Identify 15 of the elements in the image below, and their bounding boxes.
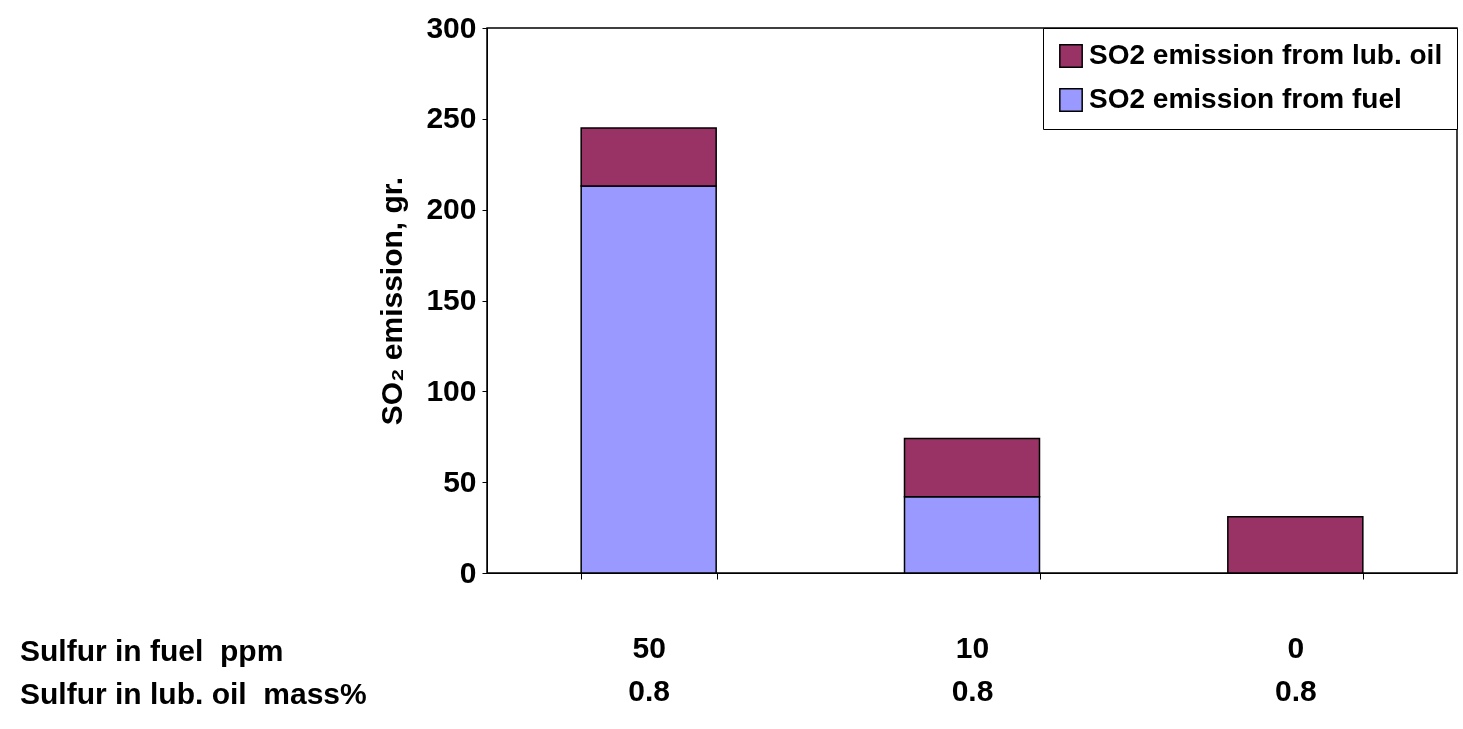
legend-label: SO2 emission from fuel: [1089, 83, 1402, 114]
y-tick-label: 200: [426, 192, 477, 226]
y-tick-label: 150: [426, 283, 477, 316]
legend-label: SO2 emission from lub. oil: [1089, 39, 1443, 70]
x-tick-label: 0 0.8: [1274, 630, 1317, 707]
x-tick-label: 10 0.8: [951, 630, 994, 707]
y-axis-title: SO₂ emission, gr.: [375, 176, 409, 426]
text: Sulfur in fuel ppm: [20, 634, 284, 667]
text: Sulfur in lub. oil mass%: [20, 677, 367, 710]
y-tick-label: 0: [459, 555, 477, 589]
y-tick-label: 250: [426, 101, 477, 135]
y-tick-label: 100: [426, 373, 477, 407]
y-tick-label: 300: [426, 10, 477, 44]
x-tick-label: 50 0.8: [628, 630, 671, 707]
y-tick-label: 50: [443, 464, 477, 498]
